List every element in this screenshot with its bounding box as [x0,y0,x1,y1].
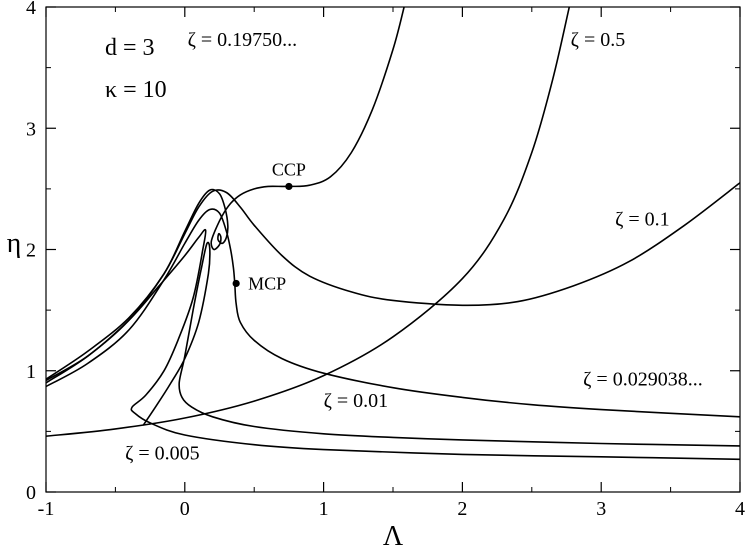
curve-label: ζ = 0.19750... [188,29,298,51]
y-axis-label: η [7,228,22,259]
x-tick-label: 2 [457,498,467,520]
critical-point-ccp [285,182,293,191]
plot-frame [45,6,741,493]
point-label: MCP [248,273,286,293]
x-axis-label: Λ [383,521,404,547]
curve-label: ζ = 0.01 [324,390,389,412]
series-line-0 [46,7,405,380]
curve-label: ζ = 0.5 [571,29,626,51]
curve-label: ζ = 0.1 [615,208,670,230]
series-line-2 [46,182,740,384]
x-tick-label: 0 [180,498,190,520]
x-tick-label: 3 [596,498,606,520]
info-text-d: d = 3 [105,35,155,61]
series-line-4 [142,241,740,447]
series-curves [46,7,740,461]
x-tick-label: 4 [735,498,745,520]
series-line-5 [46,228,740,461]
y-tick-label: 3 [26,118,36,140]
y-tick-label: 4 [26,0,36,19]
curve-label: ζ = 0.005 [125,442,200,464]
y-tick-label: 1 [26,361,36,383]
x-tick-label: -1 [38,498,55,520]
curve-label: ζ = 0.029038... [583,368,703,390]
critical-point-mcp [232,279,240,288]
x-tick-label: 1 [319,498,329,520]
info-text-kappa: κ = 10 [105,77,167,103]
y-tick-label: 2 [26,240,36,262]
point-label: CCP [272,159,306,179]
curve-labels: ζ = 0.19750... ζ = 0.5 ζ = 0.1 ζ = 0.029038… [125,29,703,464]
y-tick-label: 0 [26,482,36,504]
series-line-1 [46,7,571,437]
critical-points: CCP MCP [232,159,306,293]
